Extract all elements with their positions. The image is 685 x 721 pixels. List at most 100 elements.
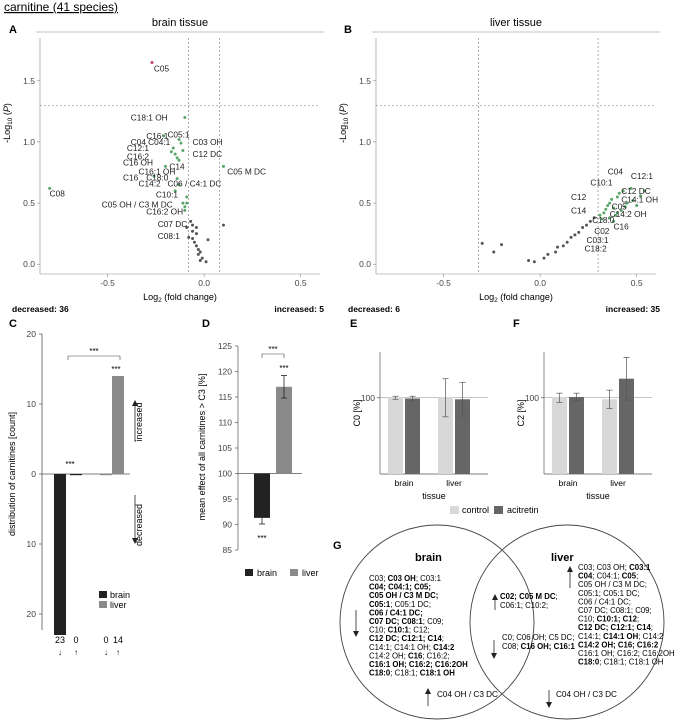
data-point [639,194,643,198]
data-point [175,177,179,181]
data-point [175,156,179,160]
point-label: C16:2 [127,152,150,162]
point-label: C03:1 [586,235,609,245]
category-label: liver [610,478,626,488]
venn-line: C03; C03 OH; C03:1 [578,563,651,572]
data-point [631,199,635,203]
data-point [613,213,617,217]
figure-title: carnitine (41 species) [4,0,118,14]
venn-line: C02; C05 M DC; [500,592,558,601]
legend-liver: liver [302,568,319,578]
point-label: C14 [571,205,587,215]
venn-line: C18:0; C18:1; C18:1 OH [369,669,455,678]
data-point [162,134,166,138]
count-label: 14 [113,635,123,645]
bar-control-liver [438,397,453,474]
data-point [185,195,189,199]
y-tick-label: 120 [218,367,232,377]
point-label: C12:1 [631,171,654,181]
venn-line: C04; C04:1; C05; [578,572,638,581]
arrow-down-icon: ↓ [104,648,108,657]
data-point [194,232,198,236]
panel-letter-A: A [9,24,17,36]
data-point [612,206,616,210]
point-label: C04 [608,166,624,176]
significance-mark: *** [279,364,288,373]
point-label: C10:1 [156,190,179,200]
category-label: brain [395,478,414,488]
point-label: C05 [612,202,628,212]
chart-title: brain tissue [152,17,208,29]
data-point [181,201,185,205]
data-point [588,219,592,223]
arrow-down-icon [491,653,497,659]
venn-line: C16:1 OH; C16:2; C16:2OH [369,660,468,669]
point-label: C14:2 [138,179,161,189]
bar-control-brain [388,397,403,474]
x-axis-label: tissue [586,491,610,501]
point-label: C12 [571,192,587,202]
data-point [150,60,154,64]
arrow-up-icon [492,594,498,600]
panel-letter-F: F [513,318,520,330]
venn-line: C05 OH / C3 M DC; [369,591,438,600]
data-point [556,245,560,249]
data-point [546,252,550,256]
bar-liver-increased [112,376,124,474]
point-label: C08:1 [158,231,181,241]
point-label: C16:2 OH [146,207,183,217]
venn-line: C05:1; C05:1 DC; [369,600,431,609]
venn-line: C04; C04:1; C05; [369,583,431,592]
data-point [198,259,202,263]
y-axis-label: C0 [%] [352,399,362,426]
point-label: C08 [50,188,66,198]
venn-circle-brain [339,524,535,720]
y-tick-label: 115 [218,392,232,402]
data-point [500,243,504,247]
data-point [619,208,623,212]
x-axis-label: tissue [422,491,446,501]
data-point [183,208,187,212]
data-point [608,216,612,220]
venn-brain-title: brain [415,552,442,564]
legend-brain: brain [110,590,130,600]
point-label: C16 [123,172,139,182]
data-point [196,252,200,256]
venn-line: C14:2 OH; C16; C16:2; [369,651,450,660]
significance-mark: *** [111,365,120,374]
data-point [554,250,558,254]
y-tick-label: 0.0 [23,259,35,269]
point-label: C18:1 OH [131,112,168,122]
bar-liver [276,386,292,474]
chart-title: liver tissue [490,17,542,29]
panel-d-mean-effect: mean effect of all carnitines > C3 [%] 8… [197,341,319,578]
y-tick-label: 10 [27,399,37,409]
data-point [565,240,569,244]
data-point [625,201,629,205]
y-tick-label: 1.0 [359,137,371,147]
y-tick-label: 0 [31,469,36,479]
decreased-count: decreased: 36 [12,304,69,314]
y-tick-label: 95 [223,494,233,504]
point-label: C16:1 OH [138,166,175,176]
increased-label: increased [134,402,144,441]
y-tick-label: 10 [27,539,37,549]
data-point [152,174,156,178]
data-point [592,216,596,220]
venn-circle-liver [469,524,665,720]
bar-acitretin-liver [619,378,634,474]
x-tick-label: -0.5 [100,278,115,288]
data-point [561,244,565,248]
count-label: 0 [103,635,108,645]
data-point [569,235,573,239]
panel-letter-D: D [202,318,210,330]
y-tick-label: 20 [27,609,37,619]
legend-liver: liver [110,600,127,610]
data-point [221,223,225,227]
y-tick-label: 100 [361,393,375,403]
point-label: C05 OH / C3 M DC [102,199,173,209]
venn-line: C14:1; C14:1 OH; C14:2 [369,643,455,652]
point-label: C10:1 [590,177,613,187]
point-label: C05 [154,64,170,74]
